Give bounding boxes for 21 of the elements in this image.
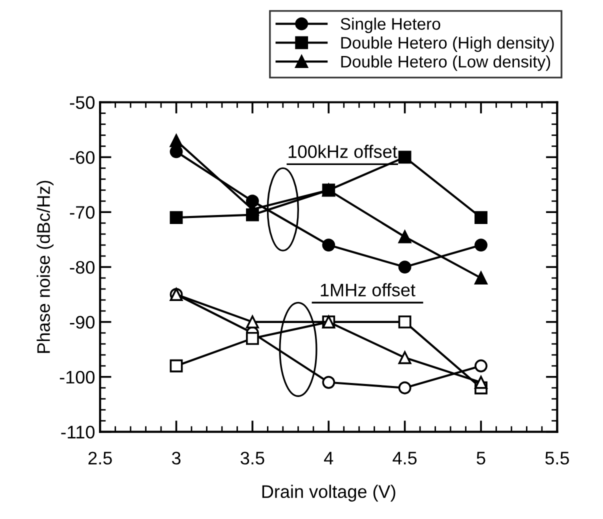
y-tick-label: -80: [70, 260, 95, 274]
x-tick-label: 2.5: [88, 452, 112, 465]
y-axis-title: Phase noise (dBc/Hz): [36, 180, 54, 353]
x-tick-label: 5: [476, 452, 486, 465]
legend-label: Double Hetero (High density): [341, 36, 554, 52]
x-tick-label: 3.5: [240, 452, 264, 465]
annotation: 1MHz offset: [320, 283, 416, 296]
x-tick-label: 4: [324, 452, 334, 464]
y-tick-label: -90: [70, 316, 95, 329]
x-tick-label: 3: [172, 452, 181, 465]
y-tick-label: -110: [61, 426, 95, 439]
y-tick-label: -50: [70, 96, 95, 109]
x-tick-label: 5.5: [545, 452, 569, 465]
x-axis-title: Drain voltage (V): [262, 484, 396, 502]
annotation: 100kHz offset: [288, 144, 398, 158]
y-tick-label: -60: [70, 151, 95, 164]
legend-label: Double Hetero (Low density): [341, 55, 550, 71]
x-tick-label: 4.5: [392, 452, 417, 465]
y-tick-label: -70: [70, 206, 95, 219]
legend-label: Single Hetero: [340, 18, 440, 34]
y-tick-label: -100: [60, 370, 95, 384]
